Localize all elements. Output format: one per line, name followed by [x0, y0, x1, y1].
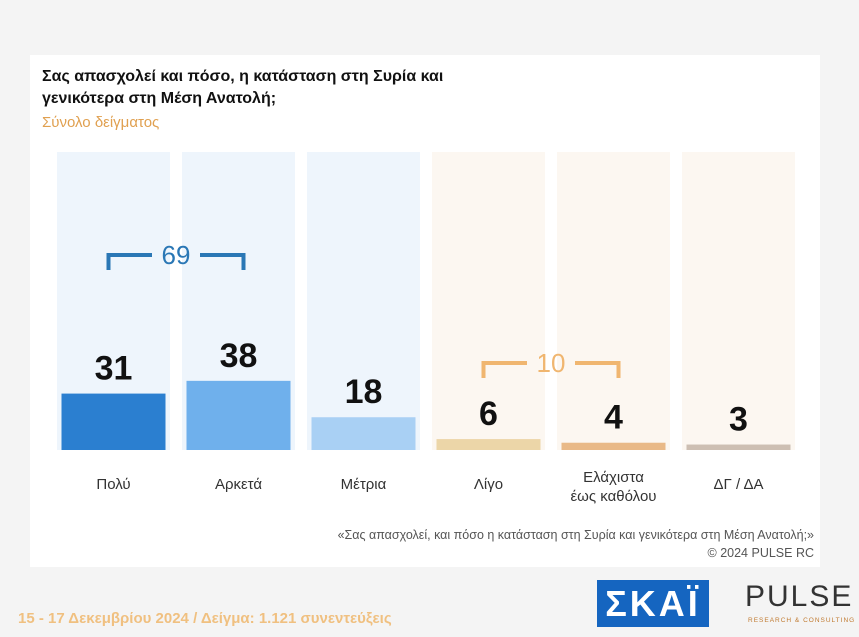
category-label: ΔΓ / ΔΑ	[713, 476, 764, 493]
chart-title: Σας απασχολεί και πόσο, η κατάσταση στη …	[42, 68, 444, 107]
value-label: 3	[729, 401, 748, 439]
footnote: «Σας απασχολεί, και πόσο η κατάσταση στη…	[337, 528, 814, 542]
bracket	[106, 253, 246, 270]
column-background	[557, 152, 670, 450]
category-label: Ελάχιστα έως καθόλου	[570, 469, 657, 505]
footer-text: 15 - 17 Δεκεμβρίου 2024 / Δείγμα: 1.121 …	[18, 610, 392, 627]
value-label: 18	[345, 373, 383, 411]
category-label: Πολύ	[96, 476, 131, 493]
column-background	[307, 152, 420, 450]
logo: PULSE	[745, 580, 854, 613]
column-background	[432, 152, 545, 450]
bracket	[481, 361, 621, 378]
bar	[436, 439, 541, 450]
copyright: © 2024 PULSE RC	[707, 546, 814, 560]
category-label: Μέτρια	[340, 476, 387, 493]
bar	[61, 393, 166, 450]
bracket-label: 69	[162, 240, 191, 270]
bar	[311, 417, 416, 450]
logo: ΣΚΑΪ	[597, 580, 709, 627]
value-label: 4	[604, 399, 623, 437]
value-label: 38	[220, 337, 258, 375]
column-background	[682, 152, 795, 450]
bracket-label: 10	[537, 348, 566, 378]
value-label: 6	[479, 395, 498, 433]
chart-subtitle: Σύνολο δείγματος	[42, 114, 160, 131]
bar	[186, 380, 291, 450]
logo-subtitle: RESEARCH & CONSULTING	[748, 617, 856, 624]
bar	[686, 444, 791, 450]
bar	[561, 442, 666, 450]
value-label: 31	[95, 350, 133, 388]
category-label: Λίγο	[473, 476, 504, 493]
category-label: Αρκετά	[214, 476, 263, 493]
